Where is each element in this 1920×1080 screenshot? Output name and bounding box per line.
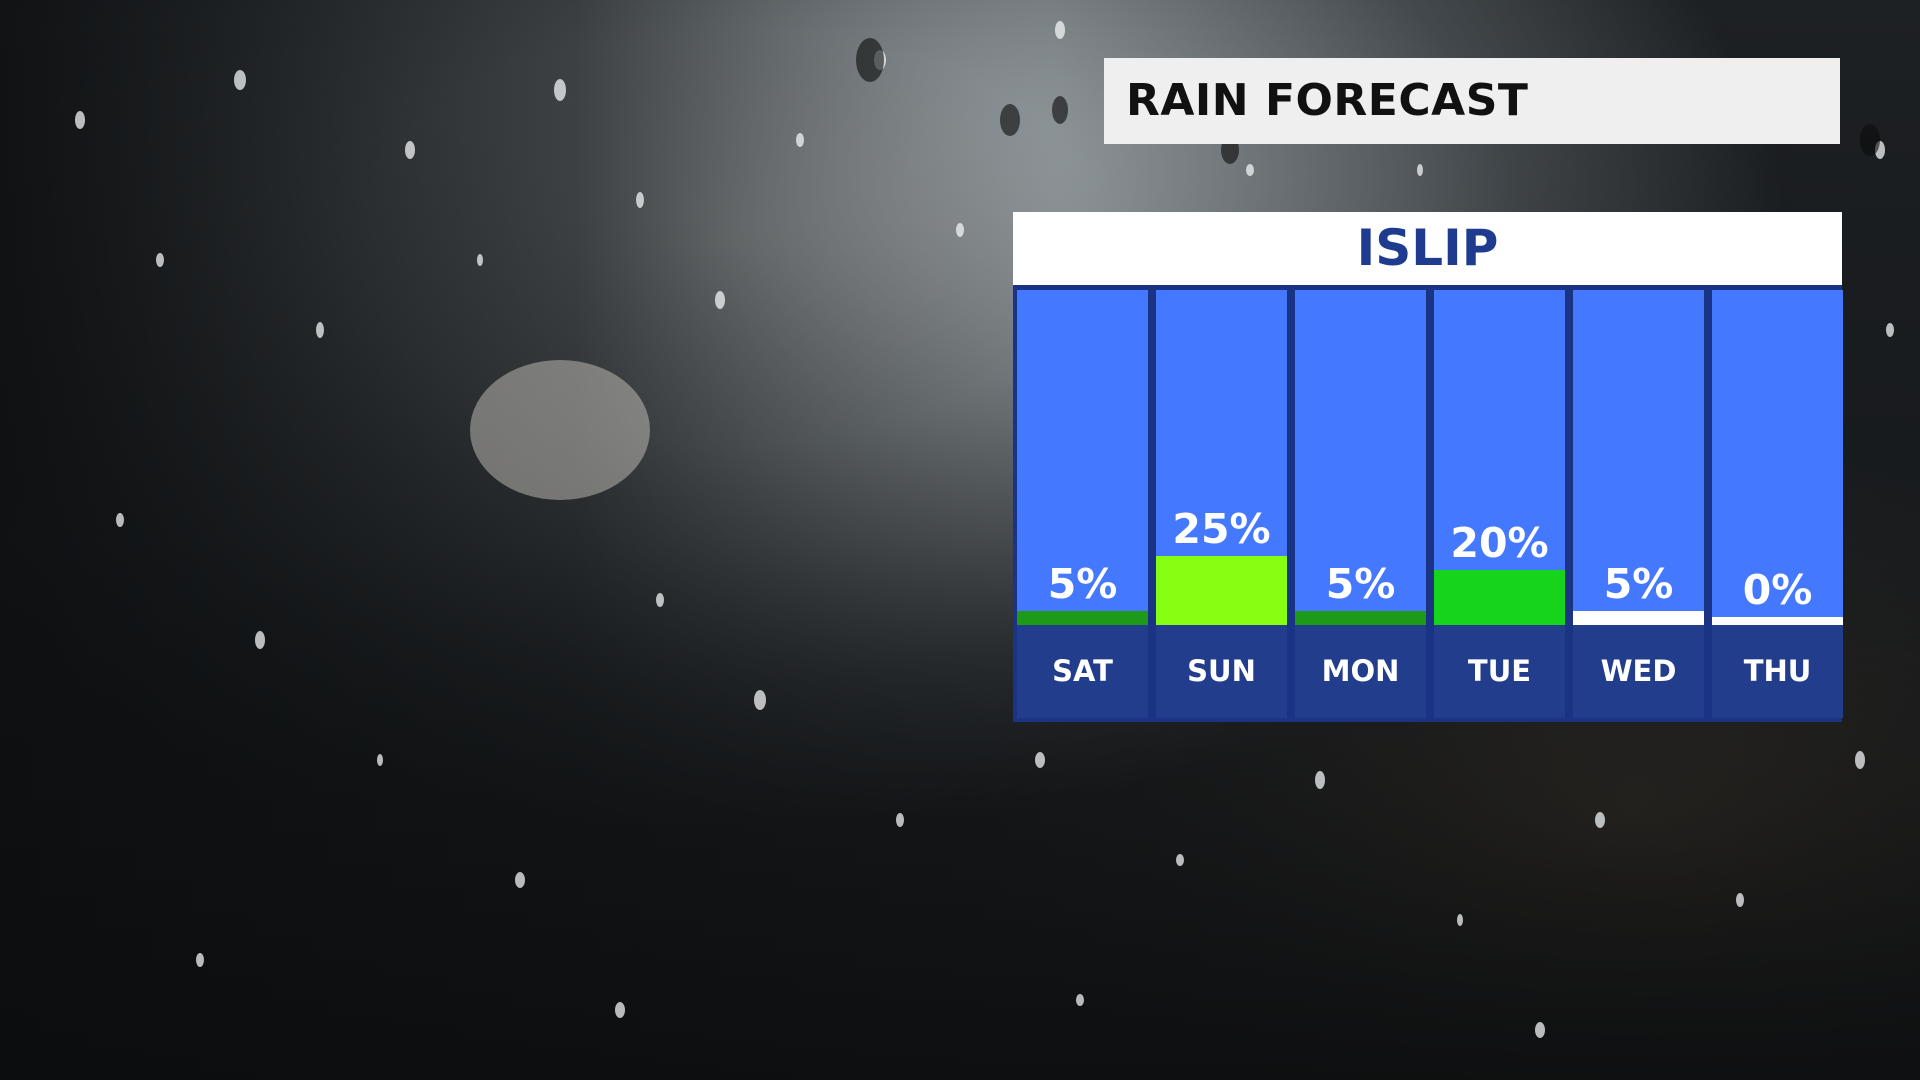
day-label: SUN — [1187, 654, 1256, 688]
rain-bar — [1295, 611, 1426, 625]
day-band: TUE — [1434, 625, 1565, 718]
rain-percent-label: 5% — [1603, 560, 1674, 608]
rain-bar — [1434, 570, 1565, 625]
rain-bar — [1573, 611, 1704, 625]
day-band: SAT — [1017, 625, 1148, 718]
title-banner: RAIN FORECAST — [1104, 58, 1840, 144]
day-label: TUE — [1467, 654, 1532, 688]
location-name: ISLIP — [1356, 219, 1499, 277]
forecast-panel: ISLIP 5% SAT 25% SUN 5% MON 20% TUE 5% WED 0% THU — [1013, 212, 1843, 722]
day-label: THU — [1743, 654, 1812, 688]
day-label: WED — [1600, 654, 1677, 688]
rain-percent-label: 25% — [1172, 505, 1271, 553]
day-label: MON — [1321, 654, 1400, 688]
forecast-columns: 5% SAT 25% SUN 5% MON 20% TUE 5% WED 0% THU — [1013, 285, 1843, 722]
rain-percent-label: 0% — [1742, 566, 1813, 614]
rain-percent-label: 5% — [1325, 560, 1396, 608]
location-header: ISLIP — [1013, 212, 1842, 285]
day-band: MON — [1295, 625, 1426, 718]
day-band: THU — [1712, 625, 1843, 718]
forecast-column-thu: 0% THU — [1712, 290, 1843, 718]
day-band: WED — [1573, 625, 1704, 718]
forecast-column-tue: 20% TUE — [1434, 290, 1565, 718]
rain-bar — [1017, 611, 1148, 625]
forecast-title: RAIN FORECAST — [1126, 75, 1529, 126]
rain-bar — [1712, 617, 1843, 625]
rain-bar — [1156, 556, 1287, 625]
day-band: SUN — [1156, 625, 1287, 718]
forecast-column-wed: 5% WED — [1573, 290, 1704, 718]
rain-percent-label: 20% — [1450, 519, 1549, 567]
forecast-column-mon: 5% MON — [1295, 290, 1426, 718]
forecast-column-sat: 5% SAT — [1017, 290, 1148, 718]
rain-percent-label: 5% — [1047, 560, 1118, 608]
day-label: SAT — [1052, 654, 1113, 688]
forecast-column-sun: 25% SUN — [1156, 290, 1287, 718]
